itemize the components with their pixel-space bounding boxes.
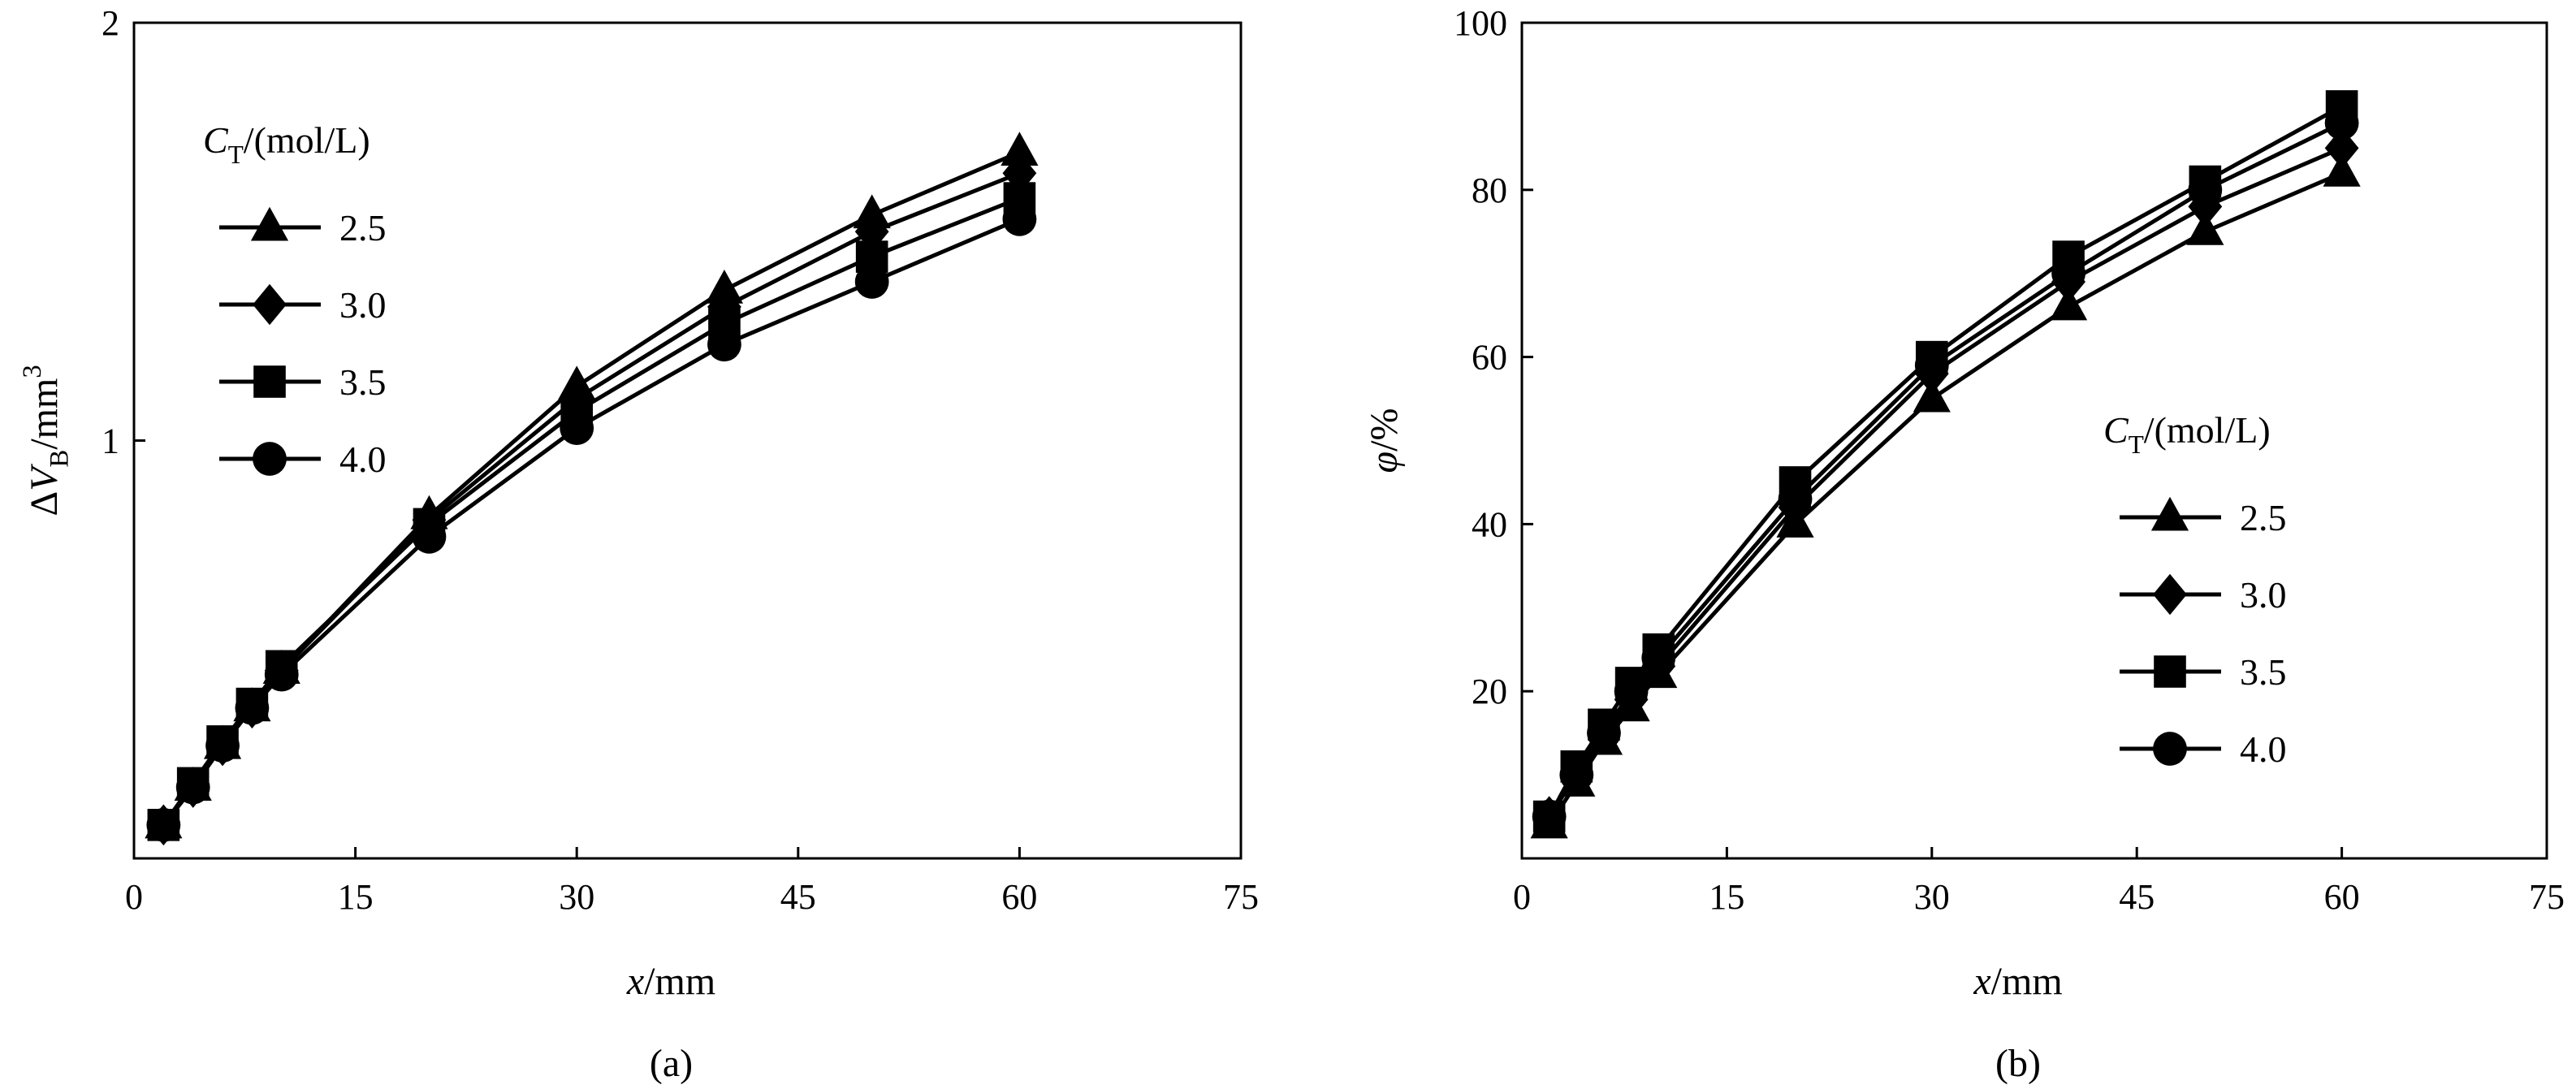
legend: CT​/(mol/L) 2.5 3.0 3.5 4.0	[203, 119, 387, 480]
y-tick-label: 40	[1472, 504, 1507, 544]
legend-item-2.5: 2.5	[2120, 496, 2287, 538]
data-point	[1002, 152, 1037, 194]
data-point	[264, 657, 299, 692]
data-point	[1778, 482, 1813, 516]
series-line	[162, 196, 1021, 827]
legend-item-4.0: 4.0	[219, 439, 387, 480]
legend-marker	[253, 283, 287, 326]
legend-label: 2.5	[2240, 497, 2287, 538]
legend-item-3.0: 3.0	[219, 283, 387, 326]
data-point	[707, 327, 741, 362]
x-axis-label: x/mm	[626, 960, 715, 1003]
legend-item-3.5: 3.5	[219, 361, 387, 403]
y-tick-label: 100	[1454, 3, 1507, 43]
data-point	[1001, 132, 1039, 166]
series-line	[162, 217, 1021, 827]
series-3.0	[1532, 127, 2359, 837]
data-point	[1002, 201, 1037, 236]
panel-b-chart: 0 15 30 45 60 75 20 40 60 80 100 x/mm φ/% (b) CT​/(mol…	[1363, 3, 2565, 1085]
y-tick-label: 20	[1472, 672, 1507, 711]
legend-marker	[250, 206, 289, 241]
x-tick-label: 60	[2324, 877, 2360, 917]
legend-label: 3.5	[339, 361, 387, 403]
data-point	[1913, 378, 1951, 413]
y-tick-label: 60	[1472, 338, 1507, 378]
data-point	[2324, 106, 2359, 140]
x-tick-label: 45	[2119, 877, 2155, 917]
data-point	[2049, 286, 2088, 321]
data-point	[1532, 799, 1567, 834]
data-point	[2186, 210, 2224, 245]
data-point	[1614, 674, 1649, 709]
x-tick-label: 30	[1914, 877, 1950, 917]
x-tick-label: 30	[559, 877, 594, 917]
x-tick-label: 45	[780, 877, 816, 917]
series-line	[1547, 121, 2343, 818]
series-line	[162, 171, 1021, 827]
data-point	[146, 807, 181, 842]
legend-label: 3.5	[2240, 651, 2287, 693]
data-point	[2324, 127, 2359, 169]
y-tick-label: 2	[102, 3, 119, 43]
series-line	[162, 150, 1021, 827]
series-2.5	[1530, 152, 2361, 839]
legend-label: 3.0	[2240, 574, 2287, 616]
x-tick-label: 0	[125, 877, 143, 917]
x-tick-label: 15	[338, 877, 374, 917]
data-point	[2323, 152, 2361, 187]
x-tick-label: 15	[1709, 877, 1744, 917]
series-4.0	[146, 201, 1037, 842]
legend: CT​/(mol/L) 2.5 3.0 3.5 4.0	[2103, 409, 2287, 770]
legend-item-3.5: 3.5	[2120, 651, 2287, 693]
legend-marker	[253, 365, 286, 398]
data-point	[1914, 348, 1949, 382]
legend-marker	[253, 442, 287, 476]
data-point	[235, 690, 270, 725]
data-point	[1559, 758, 1594, 792]
panel-label: (a)	[650, 1042, 693, 1085]
legend-label: 3.0	[339, 284, 387, 326]
legend-marker	[2153, 573, 2187, 616]
legend-label: 2.5	[339, 207, 387, 248]
series-line	[1547, 146, 2343, 818]
x-axis-label: x/mm	[1973, 960, 2062, 1003]
data-point	[412, 519, 447, 554]
data-point	[205, 728, 240, 763]
panel-a-chart: 0 15 30 45 60 75 1 2 x/mm ΔVB​/mm3​ (a) CT​/(mol/L)…	[18, 3, 1259, 1085]
plot-frame	[1520, 21, 2548, 860]
x-tick-label: 60	[1001, 877, 1037, 917]
legend-marker	[2154, 655, 2186, 688]
data-point	[1587, 715, 1621, 750]
x-tick-label: 75	[2529, 877, 2565, 917]
data-point	[175, 770, 210, 805]
x-tick-label: 0	[1513, 877, 1531, 917]
legend-title: CT​/(mol/L)	[203, 119, 370, 169]
legend-item-2.5: 2.5	[219, 206, 387, 248]
series-3.5	[1532, 90, 2358, 833]
legend-marker	[2150, 496, 2189, 531]
series-line	[1547, 171, 2343, 827]
series-line	[1547, 104, 2343, 818]
legend-label: 4.0	[339, 439, 387, 480]
legend-item-4.0: 4.0	[2120, 728, 2287, 770]
y-axis-label: ΔVB​/mm3​	[18, 365, 75, 516]
legend-marker	[2153, 732, 2187, 766]
data-point	[1641, 641, 1676, 675]
legend-title: CT​/(mol/L)	[2103, 409, 2271, 459]
data-point	[854, 265, 889, 299]
series-4.0	[1532, 106, 2359, 834]
panel-label: (b)	[1995, 1042, 2041, 1085]
y-tick-label: 1	[102, 421, 119, 461]
series-3.0	[146, 152, 1037, 846]
y-tick-label: 80	[1472, 171, 1507, 210]
data-point	[560, 411, 594, 445]
y-axis-label: φ/%	[1363, 408, 1406, 473]
data-point	[2051, 256, 2085, 291]
x-tick-label: 75	[1223, 877, 1259, 917]
data-point	[2188, 172, 2223, 207]
series-3.5	[147, 182, 1036, 841]
legend-label: 4.0	[2240, 728, 2287, 770]
legend-item-3.0: 3.0	[2120, 573, 2287, 616]
